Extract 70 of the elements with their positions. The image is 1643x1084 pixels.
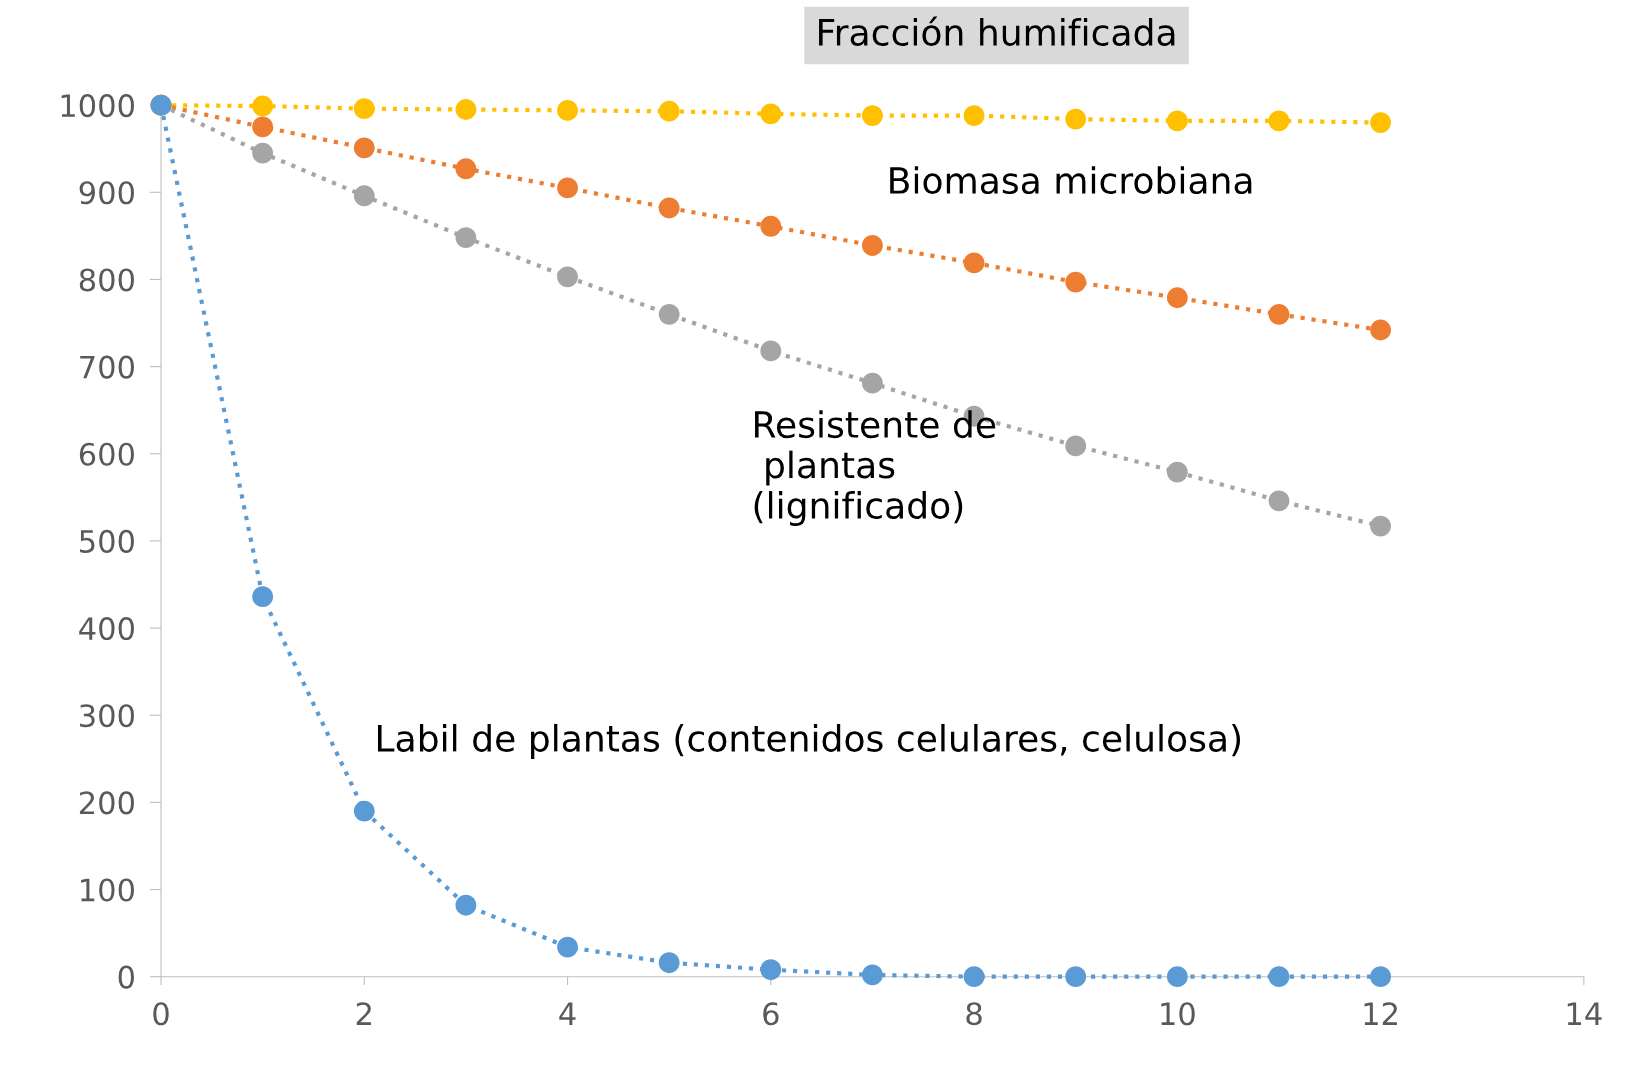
point [353,185,375,207]
point [1268,110,1290,132]
point [252,95,274,117]
point [963,105,985,127]
point [353,137,375,159]
y-tick-label: 400 [79,617,134,641]
point [1370,966,1392,988]
x-tick-label: 2 [356,1002,371,1025]
point [252,142,274,164]
point [252,586,274,608]
point [862,235,883,256]
point [1065,435,1087,457]
point [252,116,274,138]
y-tick-label: 1000 [61,94,134,118]
point [455,894,477,916]
point [658,952,680,974]
series-label: Fracción humificada [819,16,1175,46]
y-tick-label: 800 [79,268,134,292]
point [455,99,477,120]
point [1268,303,1290,325]
point [760,340,782,362]
point [1166,287,1188,309]
point [1065,271,1087,293]
x-tick-label: 4 [559,1002,576,1025]
point [760,215,782,237]
series-label: Resistente de plantas (lignificado) [754,410,996,527]
series-label: Labil de plantas (contenidos celulares, celulosa) [377,723,1241,759]
y-tick-label: 900 [79,181,134,205]
point [1065,966,1087,988]
point [353,98,375,120]
y-tick-label: 600 [79,442,134,466]
series-label: Biomasa microbiana [890,166,1252,195]
point [455,227,477,249]
point [1268,966,1290,988]
point [963,252,985,274]
point [557,99,578,121]
point [353,800,375,822]
point [862,964,883,986]
x-tick-label: 0 [153,1002,169,1026]
point [1065,108,1087,130]
y-tick-label: 700 [80,355,134,379]
x-tick-label: 6 [763,1002,779,1026]
point [658,303,680,325]
y-tick-label: 500 [80,529,134,553]
point [862,105,883,127]
point [1268,490,1290,512]
point [862,372,883,394]
point [1370,515,1392,537]
y-tick-label: 100 [81,878,134,902]
point [1166,110,1188,132]
point [1370,319,1392,341]
x-tick-label: 10 [1161,1002,1195,1026]
point [963,966,985,988]
point [557,936,578,958]
x-tick-label: 12 [1364,1002,1397,1025]
point [557,266,578,288]
y-tick-label: 200 [79,791,134,815]
point [557,177,578,199]
point [658,197,680,219]
x-tick-label: 8 [966,1002,982,1026]
x-tick-label: 14 [1567,1002,1602,1025]
point [1370,112,1392,133]
point [760,959,782,981]
point [760,103,782,125]
y-tick-label: 0 [118,965,134,989]
point [1166,461,1188,483]
point [1166,966,1188,988]
point [658,100,680,122]
point [455,158,477,180]
y-tick-label: 300 [80,704,134,728]
